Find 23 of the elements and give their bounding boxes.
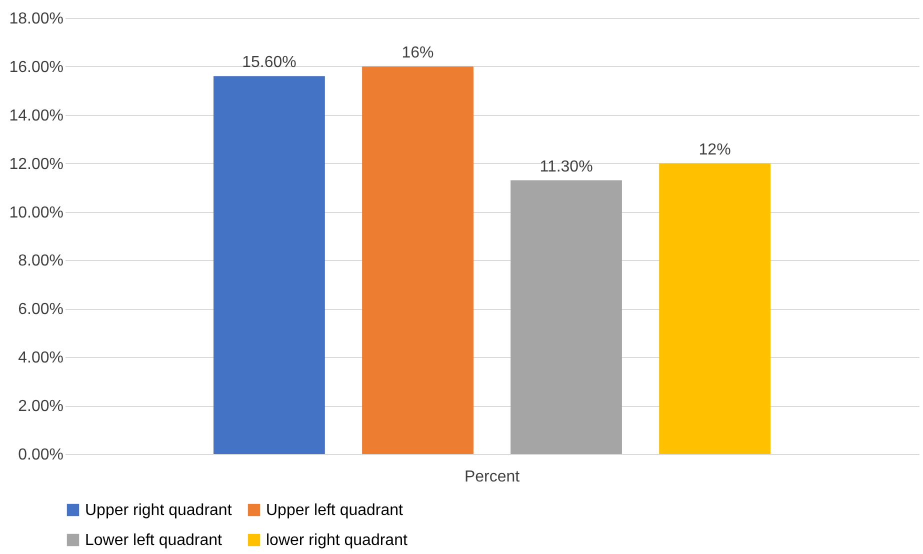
legend-label: Upper left quadrant (266, 502, 404, 519)
y-tick-label: 2.00% (18, 398, 64, 416)
y-tick-label: 10.00% (9, 204, 64, 222)
bar (362, 66, 474, 454)
bar (659, 163, 770, 454)
y-tick-label: 0.00% (18, 446, 64, 464)
data-label: 16% (402, 44, 434, 62)
y-tick-label: 4.00% (18, 350, 64, 367)
y-tick-label: 8.00% (18, 252, 64, 270)
legend-label: Lower left quadrant (85, 532, 223, 549)
legend-label: lower right quadrant (266, 532, 408, 549)
data-label: 15.60% (242, 54, 296, 72)
y-tick-label: 14.00% (9, 107, 64, 124)
y-tick-label: 6.00% (18, 301, 64, 318)
data-label: 11.30% (540, 158, 593, 176)
y-tick-label: 16.00% (9, 58, 64, 76)
bar (510, 180, 622, 454)
y-tick-label: 18.00% (9, 10, 64, 28)
y-tick-label: 12.00% (9, 156, 64, 173)
data-label: 12% (698, 141, 731, 158)
bar (214, 76, 325, 454)
x-tick-label: Percent (464, 468, 520, 486)
legend-label: Upper right quadrant (85, 502, 232, 519)
